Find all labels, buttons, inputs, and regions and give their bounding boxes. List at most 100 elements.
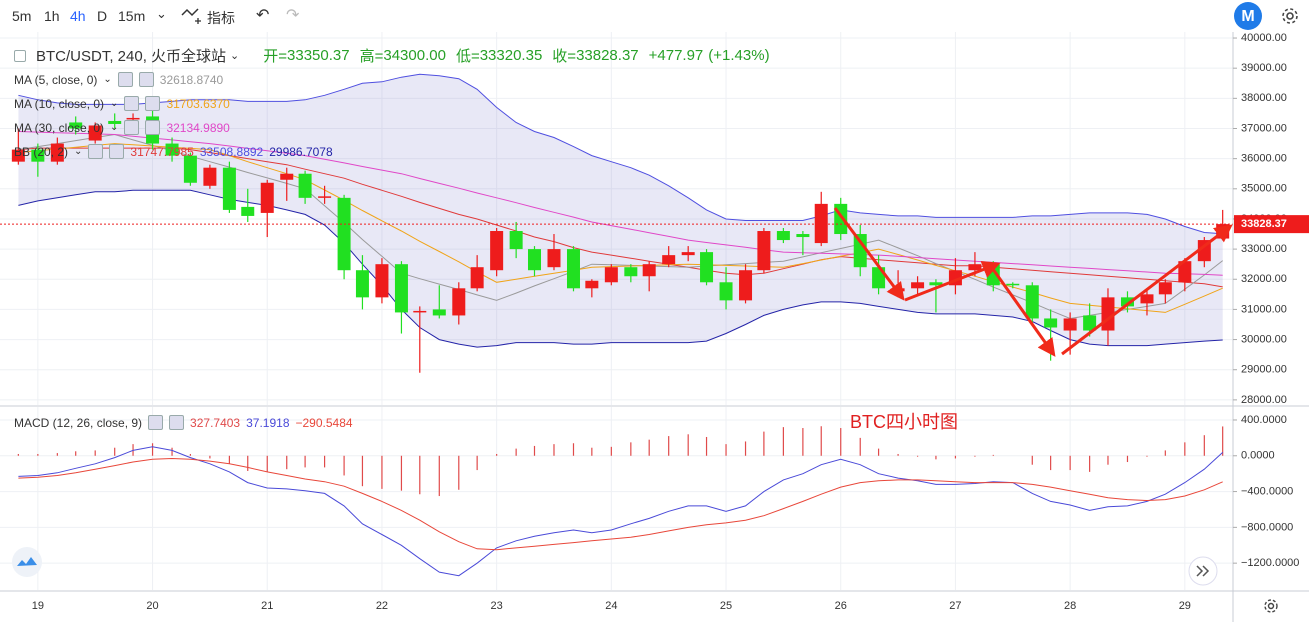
scroll-button[interactable] [1188, 556, 1218, 586]
candle-body [911, 282, 925, 289]
gear-hub [1267, 602, 1275, 610]
x-tick-label: 24 [605, 600, 617, 612]
eye-icon[interactable] [124, 96, 140, 111]
collapse-icon[interactable] [14, 49, 26, 62]
arrow [988, 264, 1056, 357]
candle-body [719, 282, 733, 301]
y-tick-label: 400.0000 [1241, 414, 1287, 426]
y-tick-label: 0.0000 [1241, 450, 1275, 462]
candle-body [1083, 315, 1097, 331]
candle-body [1044, 318, 1058, 328]
interval-dropdown[interactable]: ⌄ [156, 6, 167, 21]
candle-body [490, 231, 504, 271]
eye-icon[interactable] [148, 415, 164, 430]
candle-body [929, 282, 943, 286]
indicator-icon[interactable] [181, 5, 205, 28]
candle-body [355, 270, 369, 298]
band-upper [18, 73, 1223, 235]
brand-logo[interactable] [1234, 2, 1262, 30]
price-axis: 19 20 21 22 23 24 25 26 27 28 29 40000.00 39000.00 38… [32, 32, 1309, 612]
indicators-button[interactable]: 指标 [207, 10, 235, 26]
arrow [904, 260, 1001, 302]
legend-name: MA (30, close, 0) [14, 120, 105, 135]
y-tick-label: 39000.00 [1241, 62, 1287, 74]
band-fill [18, 74, 1223, 348]
gear [1264, 599, 1278, 613]
legend-value: 29986.7078 [269, 144, 333, 159]
y-tick-label: 37000.00 [1241, 122, 1287, 134]
candle-body [11, 149, 25, 162]
arrow [833, 207, 905, 301]
redo[interactable]: ↷ [286, 7, 300, 24]
candle-body [165, 143, 179, 156]
symbol: BTC/USDT, 240, 火币全球站 [36, 48, 227, 65]
legend-row: MA (5, close, 0) ⌄ 32618.8740 [14, 72, 224, 87]
candle-body [1006, 283, 1020, 286]
settings-icon[interactable] [1282, 8, 1298, 24]
interval[interactable]: D [97, 8, 108, 24]
y-tick-label: 36000.00 [1241, 153, 1287, 165]
y-tick-label: 40000.00 [1241, 32, 1287, 44]
interval[interactable]: 1h [44, 8, 60, 24]
y-tick-label: −800.0000 [1241, 521, 1293, 533]
candle-body [1063, 318, 1077, 331]
remove-icon[interactable] [138, 72, 154, 87]
signal-line [18, 457, 1223, 551]
legend-name: MA (10, close, 0) [14, 96, 105, 111]
remove-icon[interactable] [169, 415, 185, 430]
candle-body [50, 143, 64, 162]
x-tick-label: 28 [1064, 600, 1076, 612]
x-tick-label: 25 [720, 600, 732, 612]
legend-row: MA (10, close, 0) ⌄ 31703.6370 [14, 96, 230, 111]
moving-average [18, 143, 1223, 313]
candle-body [662, 255, 676, 265]
x-tick-label: 20 [146, 600, 158, 612]
eye-icon[interactable] [117, 72, 133, 87]
y-tick-label: 30000.00 [1241, 333, 1287, 345]
y-tick-label: 35000.00 [1241, 183, 1287, 195]
candle-body [1025, 285, 1039, 319]
candle-body [642, 264, 656, 277]
arrow [1061, 224, 1233, 356]
candle-body [31, 149, 45, 162]
remove-icon[interactable] [145, 96, 161, 111]
eye-icon[interactable] [124, 120, 140, 135]
interval[interactable]: 5m [12, 8, 32, 24]
candle-body [394, 264, 408, 313]
undo[interactable]: ↶ [256, 7, 270, 24]
candle-body [452, 288, 466, 316]
legend-value: 37.1918 [246, 415, 290, 430]
time-settings-icon[interactable] [1264, 599, 1278, 613]
candle-body [298, 173, 312, 198]
ohlc-value: 33320.35 [479, 47, 543, 64]
candle-body [183, 155, 197, 183]
candle-body [280, 173, 294, 180]
candle-body [88, 125, 102, 141]
last-price-box [1234, 215, 1309, 234]
legend-name: MACD (12, 26, close, 9) [14, 415, 143, 430]
legend-value: 327.7403 [190, 415, 241, 430]
legend-row: MA (30, close, 0) ⌄ 32134.9890 [14, 120, 230, 135]
candle-body [126, 117, 140, 120]
ohlc-value: 34300.00 [383, 47, 446, 64]
toolbar: 5m 1h 4h D 15m ⌄ 指标 ↶ ↷ [0, 0, 1309, 32]
candle-body [814, 203, 828, 244]
legend-row: BB (20, 2) ⌄ 31747.7985 33508.8892 29986.… [14, 144, 333, 159]
pane-icon[interactable] [12, 547, 42, 577]
moving-average [18, 131, 1223, 276]
symbol-dropdown[interactable]: ⌄ [230, 50, 240, 62]
candle-body [853, 234, 867, 268]
last-price-label: 33828.37 [1241, 218, 1287, 230]
pane-icon-bg [12, 547, 42, 577]
interval[interactable]: 4h [70, 8, 86, 24]
band-lower [18, 189, 1223, 348]
candle-body [776, 231, 790, 241]
ohlc-label: 低= [455, 48, 480, 65]
remove-icon[interactable] [145, 120, 161, 135]
indicator-glyph [181, 8, 201, 24]
eye-icon[interactable] [88, 144, 104, 159]
interval[interactable]: 15m [118, 8, 146, 24]
y-tick-label: −400.0000 [1241, 485, 1293, 497]
remove-icon[interactable] [109, 144, 125, 159]
candle-body [527, 249, 541, 271]
